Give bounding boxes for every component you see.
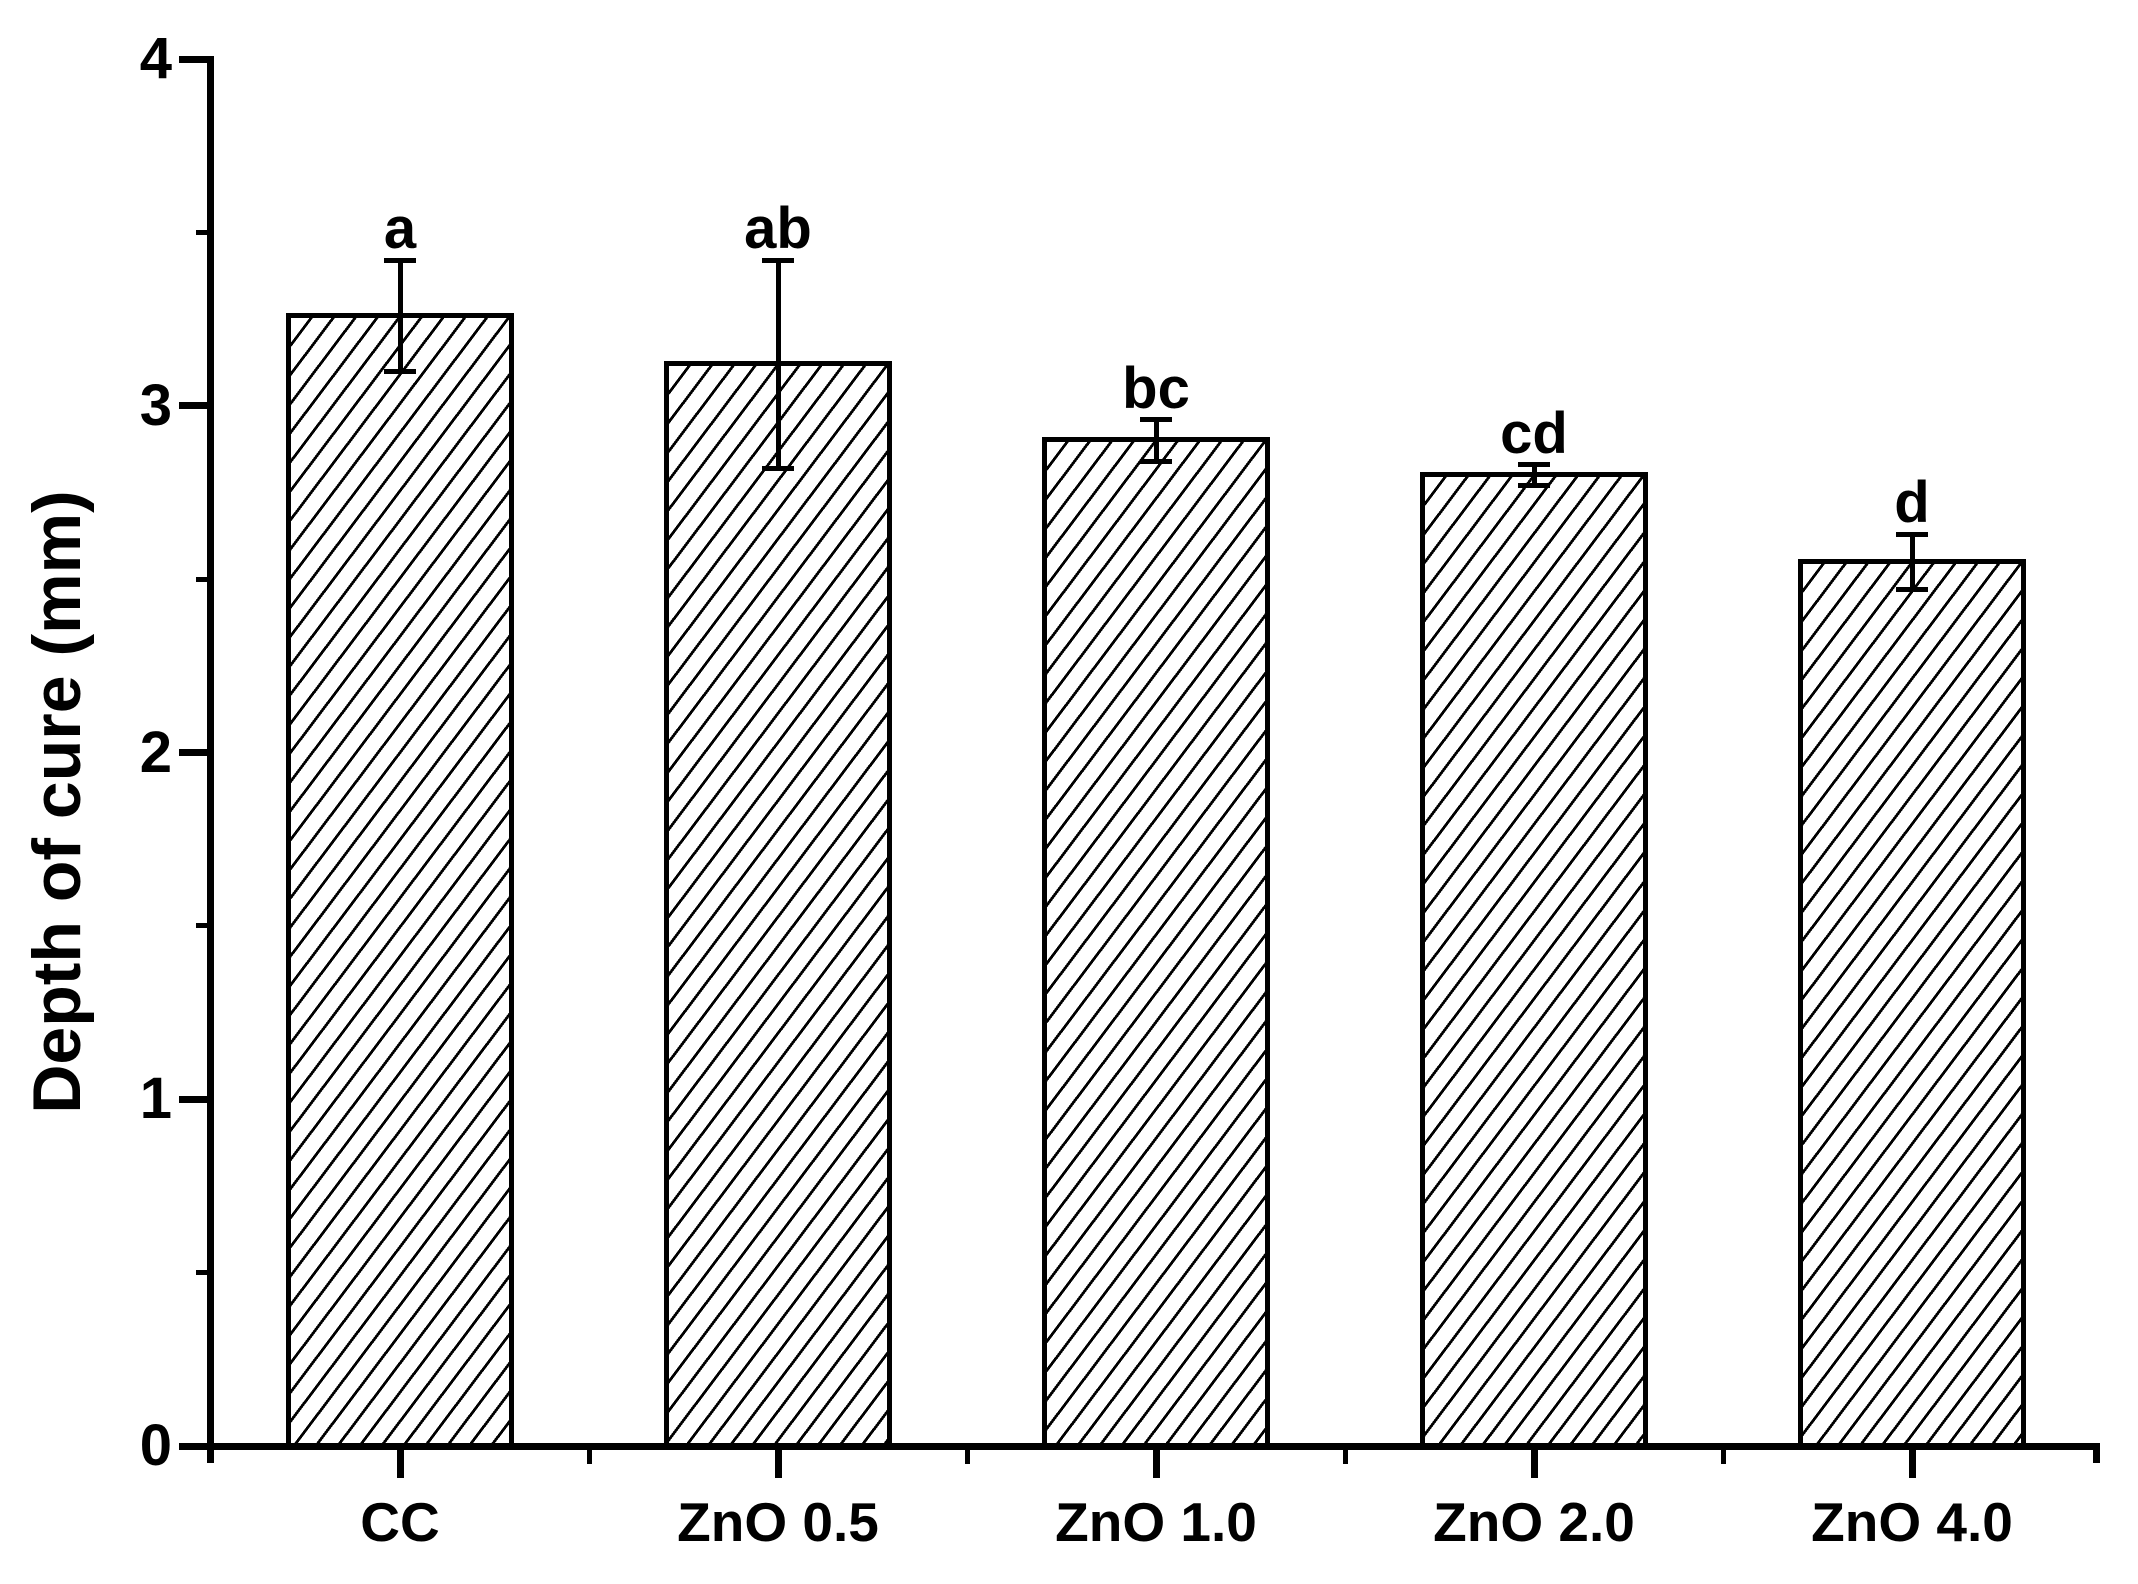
x-major-tick xyxy=(396,1450,404,1478)
error-bar-cap xyxy=(762,465,794,471)
x-category-label: ZnO 0.5 xyxy=(677,1491,879,1553)
x-minor-tick xyxy=(964,1450,970,1464)
x-axis-line xyxy=(207,1443,2100,1450)
x-major-tick xyxy=(774,1450,782,1478)
bar xyxy=(664,361,892,1448)
y-tick-label: 3 xyxy=(139,372,172,438)
error-bar-cap xyxy=(1896,587,1928,593)
y-minor-tick xyxy=(196,576,210,582)
error-bar-cap xyxy=(1518,483,1550,488)
x-category-label: ZnO 1.0 xyxy=(1055,1491,1257,1553)
error-bar-cap xyxy=(762,257,794,263)
y-major-tick xyxy=(179,1095,207,1103)
sig-label: bc xyxy=(1122,355,1190,421)
sig-label: cd xyxy=(1500,400,1568,466)
error-bar-cap xyxy=(384,257,416,263)
error-bar-cap xyxy=(384,368,416,374)
bar xyxy=(286,312,514,1448)
sig-label: a xyxy=(383,196,417,262)
bar xyxy=(1042,437,1270,1448)
error-bar-stem xyxy=(397,260,403,372)
y-major-tick xyxy=(179,749,207,756)
y-major-tick xyxy=(179,402,207,410)
x-category-label: ZnO 4.0 xyxy=(1811,1491,2013,1553)
error-bar-stem xyxy=(1153,419,1159,462)
x-minor-tick xyxy=(1720,1450,1726,1464)
y-minor-tick xyxy=(196,923,210,929)
y-major-tick xyxy=(179,1442,207,1450)
error-bar-cap xyxy=(1140,458,1172,464)
x-axis-end-tick xyxy=(2093,1443,2100,1463)
y-major-tick xyxy=(179,55,207,63)
bar xyxy=(1798,558,2026,1448)
sig-label: ab xyxy=(744,196,812,262)
y-tick-label: 0 xyxy=(139,1413,172,1478)
y-minor-tick xyxy=(196,1270,210,1276)
y-minor-tick xyxy=(196,229,210,235)
x-category-label: ZnO 2.0 xyxy=(1433,1491,1635,1553)
y-tick-label: 2 xyxy=(139,719,172,785)
sig-label: d xyxy=(1894,470,1930,536)
x-minor-tick xyxy=(586,1450,592,1464)
error-bar-stem xyxy=(1909,534,1915,590)
y-tick-label: 4 xyxy=(139,26,172,91)
bar xyxy=(1420,472,1648,1448)
y-axis-title: Depth of cure (mm) xyxy=(19,490,95,1114)
x-minor-tick xyxy=(1342,1450,1348,1464)
error-bar-stem xyxy=(775,260,781,469)
x-category-label: CC xyxy=(360,1491,440,1553)
error-bar-stem xyxy=(1531,464,1537,486)
y-axis-line xyxy=(207,56,214,1463)
error-bar-cap xyxy=(1518,462,1550,468)
x-major-tick xyxy=(1530,1450,1538,1478)
y-tick-label: 1 xyxy=(139,1066,172,1132)
error-bar-cap xyxy=(1896,531,1928,537)
x-major-tick xyxy=(1152,1450,1160,1478)
x-major-tick xyxy=(1908,1450,1916,1478)
error-bar-cap xyxy=(1140,417,1172,423)
